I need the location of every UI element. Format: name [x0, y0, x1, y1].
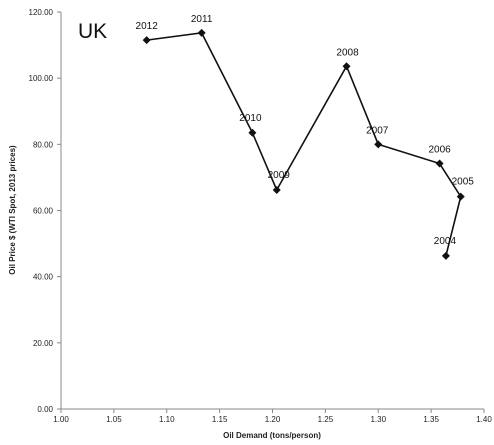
- point-year-label: 2010: [239, 113, 262, 124]
- point-year-label: 2005: [452, 177, 475, 188]
- x-tick-label: 1.15: [212, 415, 228, 424]
- y-tick-label: 0.00: [37, 405, 53, 414]
- x-tick-label: 1.35: [423, 415, 439, 424]
- point-marker: [142, 36, 151, 45]
- x-axis-title: Oil Demand (tons/person): [223, 431, 321, 440]
- point-marker: [342, 62, 351, 71]
- y-tick-label: 20.00: [33, 339, 54, 348]
- point-marker: [272, 185, 281, 194]
- panel-label: UK: [78, 20, 107, 43]
- x-tick-label: 1.30: [370, 415, 386, 424]
- y-tick-labels: 0.00 20.00 40.00 60.00 80.00 100.00 120.00: [29, 8, 61, 414]
- point-marker: [435, 159, 444, 168]
- point-marker: [197, 28, 206, 37]
- point-marker: [374, 140, 383, 149]
- point-year-label: 2011: [191, 14, 213, 25]
- series-uk: 2012 2011 2010 2009 2008 2007 2006 2005 2004: [136, 14, 475, 260]
- point-marker: [456, 192, 465, 201]
- point-marker: [248, 128, 257, 137]
- point-year-label: 2006: [428, 145, 451, 156]
- y-tick-label: 40.00: [33, 273, 54, 282]
- x-tick-labels: 1.00 1.05 1.10 1.15 1.20 1.25 1.30 1.35 1.40: [53, 409, 492, 424]
- x-tick-label: 1.00: [53, 415, 69, 424]
- point-year-label: 2007: [366, 125, 389, 136]
- axes: [60, 12, 484, 410]
- y-axis-title: Oil Price $ (WTI Spot, 2013 prices): [8, 145, 17, 275]
- x-tick-label: 1.40: [476, 415, 492, 424]
- x-tick-label: 1.10: [159, 415, 175, 424]
- y-tick-label: 60.00: [33, 207, 54, 216]
- point-marker: [441, 251, 450, 260]
- x-tick-label: 1.05: [106, 415, 122, 424]
- point-year-label: 2008: [336, 47, 359, 58]
- point-year-label: 2012: [136, 21, 159, 32]
- point-year-label: 2009: [268, 170, 291, 181]
- series-line: [146, 31, 462, 257]
- x-tick-label: 1.25: [318, 415, 334, 424]
- y-tick-label: 100.00: [29, 74, 54, 83]
- y-tick-label: 80.00: [33, 140, 54, 149]
- y-tick-label: 120.00: [29, 8, 54, 17]
- x-tick-label: 1.20: [265, 415, 281, 424]
- point-year-label: 2004: [434, 236, 457, 247]
